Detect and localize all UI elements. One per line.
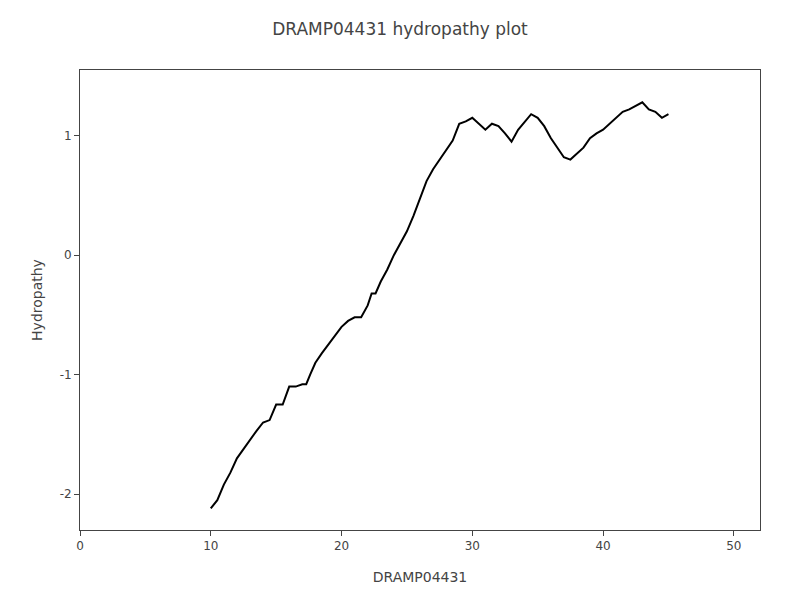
svg-text:-2: -2	[60, 487, 72, 501]
svg-text:20: 20	[334, 539, 349, 553]
svg-text:DRAMP04431: DRAMP04431	[373, 569, 468, 585]
svg-text:0: 0	[76, 539, 84, 553]
svg-text:DRAMP04431 hydropathy plot: DRAMP04431 hydropathy plot	[272, 19, 528, 39]
svg-text:10: 10	[203, 539, 218, 553]
svg-text:0: 0	[64, 248, 72, 262]
svg-text:1: 1	[64, 129, 72, 143]
svg-text:50: 50	[726, 539, 741, 553]
svg-text:40: 40	[595, 539, 610, 553]
svg-text:30: 30	[465, 539, 480, 553]
svg-text:-1: -1	[60, 368, 72, 382]
svg-text:Hydropathy: Hydropathy	[29, 259, 45, 341]
